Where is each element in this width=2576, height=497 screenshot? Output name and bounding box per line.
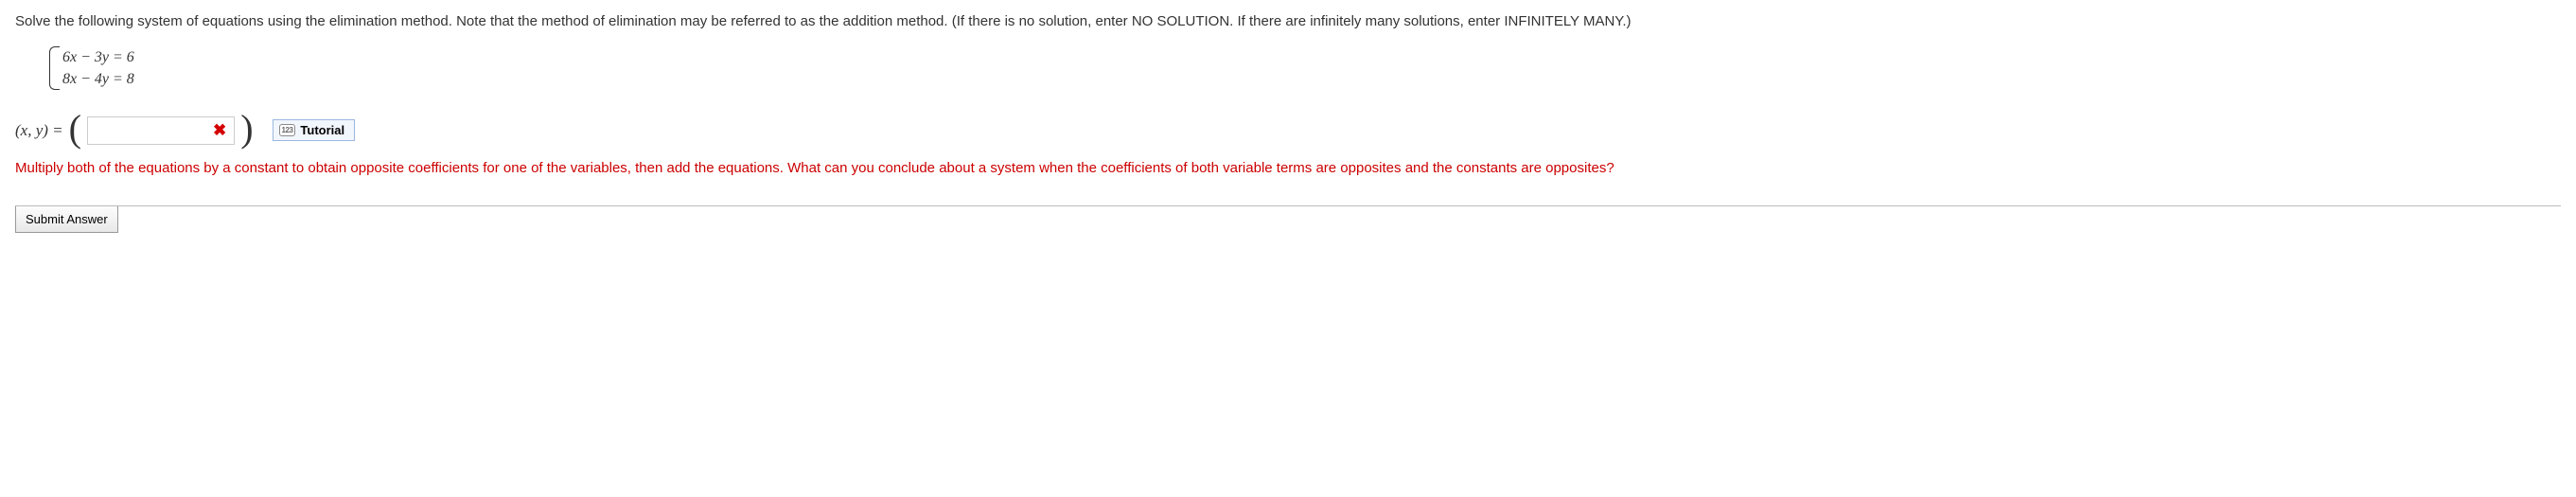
equation-line-2: 8x − 4y = 8 bbox=[62, 68, 2561, 90]
tutorial-badge-icon: 123 bbox=[279, 124, 296, 136]
answer-input-wrapper: ✖ bbox=[87, 116, 235, 145]
answer-row: (x, y) = ( ✖ ) 123 Tutorial bbox=[15, 116, 2561, 145]
submit-answer-button[interactable]: Submit Answer bbox=[15, 206, 118, 233]
answer-input[interactable] bbox=[88, 117, 211, 144]
question-prompt: Solve the following system of equations … bbox=[15, 11, 2561, 33]
tutorial-label: Tutorial bbox=[300, 123, 344, 137]
wrong-icon: ✖ bbox=[211, 118, 228, 143]
hint-text: Multiply both of the equations by a cons… bbox=[15, 158, 2561, 180]
tutorial-button[interactable]: 123 Tutorial bbox=[273, 119, 356, 141]
equation-system: 6x − 3y = 6 8x − 4y = 8 bbox=[62, 46, 2561, 90]
equation-line-1: 6x − 3y = 6 bbox=[62, 46, 2561, 68]
answer-prefix-label: (x, y) = bbox=[15, 118, 63, 143]
submit-region: Submit Answer bbox=[15, 205, 2561, 233]
